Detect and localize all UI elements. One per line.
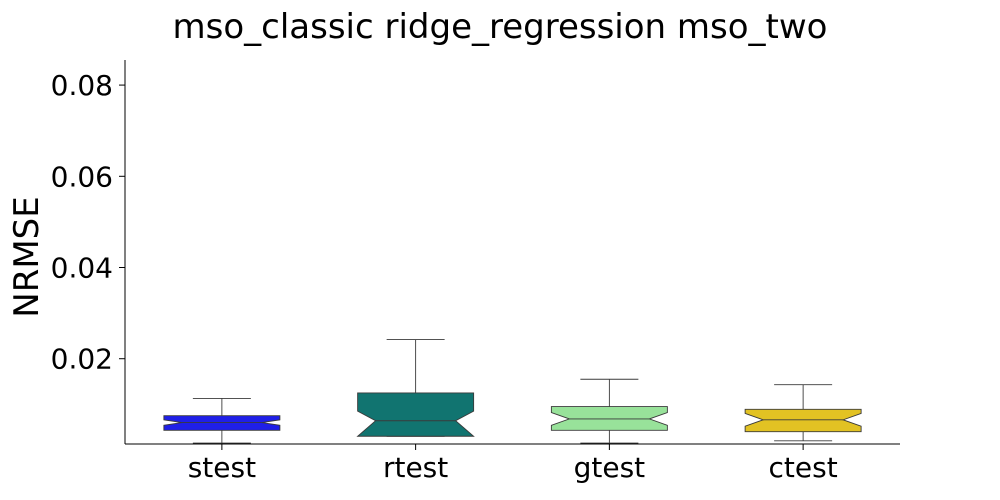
y-axis-ticks: 0.02 0.04 0.06 0.08 [51, 69, 125, 376]
x-tick-label-ctest: ctest [769, 451, 838, 484]
box-body-ctest [744, 408, 862, 433]
box-gtest [550, 378, 668, 444]
box-body-rtest [356, 392, 475, 437]
y-tick-label-1: 0.04 [51, 252, 113, 285]
axes [124, 60, 900, 445]
box-body-stest [163, 415, 281, 431]
box-stest [163, 397, 281, 444]
box-rtest [356, 339, 475, 437]
box-body-gtest [550, 406, 668, 431]
x-tick-label-rtest: rtest [383, 451, 448, 484]
y-tick-label-2: 0.06 [51, 160, 113, 193]
y-tick-label-0: 0.02 [51, 343, 113, 376]
y-axis-label: NRMSE [7, 196, 47, 317]
x-tick-label-stest: stest [188, 451, 256, 484]
box-ctest [744, 384, 862, 442]
x-axis-ticks: stest rtest gtest ctest [188, 444, 838, 484]
y-tick-label-3: 0.08 [51, 69, 113, 102]
x-tick-label-gtest: gtest [574, 451, 646, 484]
chart-title: mso_classic ridge_regression mso_two [173, 7, 828, 47]
plot-area [163, 339, 862, 444]
